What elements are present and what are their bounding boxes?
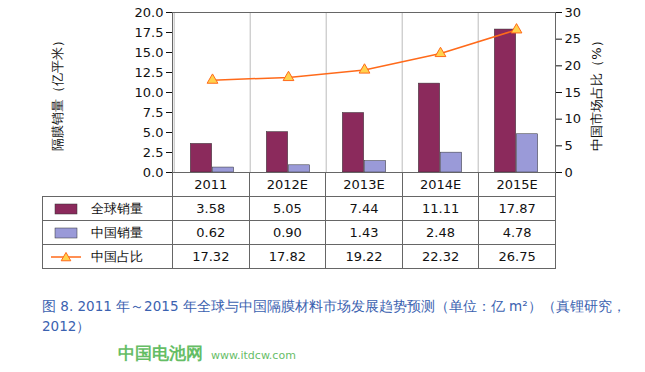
svg-text:隔膜销量（亿平米）: 隔膜销量（亿平米） — [50, 34, 65, 151]
html-text:2012E: 2012E — [266, 177, 308, 192]
html-text:1.43: 1.43 — [349, 225, 379, 240]
html-text:3.58: 3.58 — [196, 201, 226, 216]
html-text:0.62: 0.62 — [196, 225, 226, 240]
svg-text:0.0: 0.0 — [143, 165, 164, 180]
html-text:11.11: 11.11 — [422, 201, 460, 216]
svg-text:20: 20 — [565, 58, 582, 73]
svg-text:10.0: 10.0 — [135, 85, 164, 100]
svg-text:0: 0 — [565, 165, 573, 180]
html-text:www.itdcw.com: www.itdcw.com — [211, 349, 296, 362]
html-text:图 8. 2011 年～2015 年全球与中国隔膜材料市场发: 图 8. 2011 年～2015 年全球与中国隔膜材料市场发展趋势预测（单位：亿… — [42, 298, 626, 334]
html-text:2011: 2011 — [194, 177, 228, 192]
svg-text:25: 25 — [565, 31, 582, 46]
svg-text:17.5: 17.5 — [135, 25, 164, 40]
svg-text:30: 30 — [565, 5, 582, 20]
html-text:17.32: 17.32 — [192, 249, 230, 264]
html-text:5.05: 5.05 — [272, 201, 302, 216]
html-text:2013E: 2013E — [343, 177, 385, 192]
svg-text:中国市场占比（%）: 中国市场占比（%） — [589, 34, 604, 150]
html-text:0.90: 0.90 — [272, 225, 302, 240]
svg-text:12.5: 12.5 — [135, 65, 164, 80]
svg-text:7.5: 7.5 — [143, 105, 164, 120]
html-text:中国占比: 中国占比 — [91, 248, 143, 264]
svg-text:15.0: 15.0 — [135, 45, 164, 60]
html-text:中国销量: 中国销量 — [91, 224, 143, 240]
svg-text:5.0: 5.0 — [143, 125, 164, 140]
svg-text:20.0: 20.0 — [135, 5, 164, 20]
html-text:22.32: 22.32 — [422, 249, 460, 264]
html-text:7.44: 7.44 — [349, 201, 379, 216]
html-text:全球销量: 全球销量 — [91, 200, 143, 216]
svg-text:5: 5 — [565, 138, 573, 153]
html-text:19.22: 19.22 — [345, 249, 383, 264]
svg-text:2.5: 2.5 — [143, 145, 164, 160]
svg-text:15: 15 — [565, 85, 582, 100]
html-text:2014E: 2014E — [419, 177, 462, 192]
html-text:4.78: 4.78 — [502, 225, 532, 240]
html-text:2.48: 2.48 — [426, 225, 455, 240]
html-text:中国电池网: 中国电池网 — [118, 343, 203, 363]
html-text:17.87: 17.87 — [498, 201, 536, 216]
html-text:26.75: 26.75 — [498, 249, 536, 264]
html-text:17.82: 17.82 — [268, 249, 306, 264]
svg-text:10: 10 — [565, 111, 582, 126]
html-text:2015E: 2015E — [496, 177, 538, 192]
